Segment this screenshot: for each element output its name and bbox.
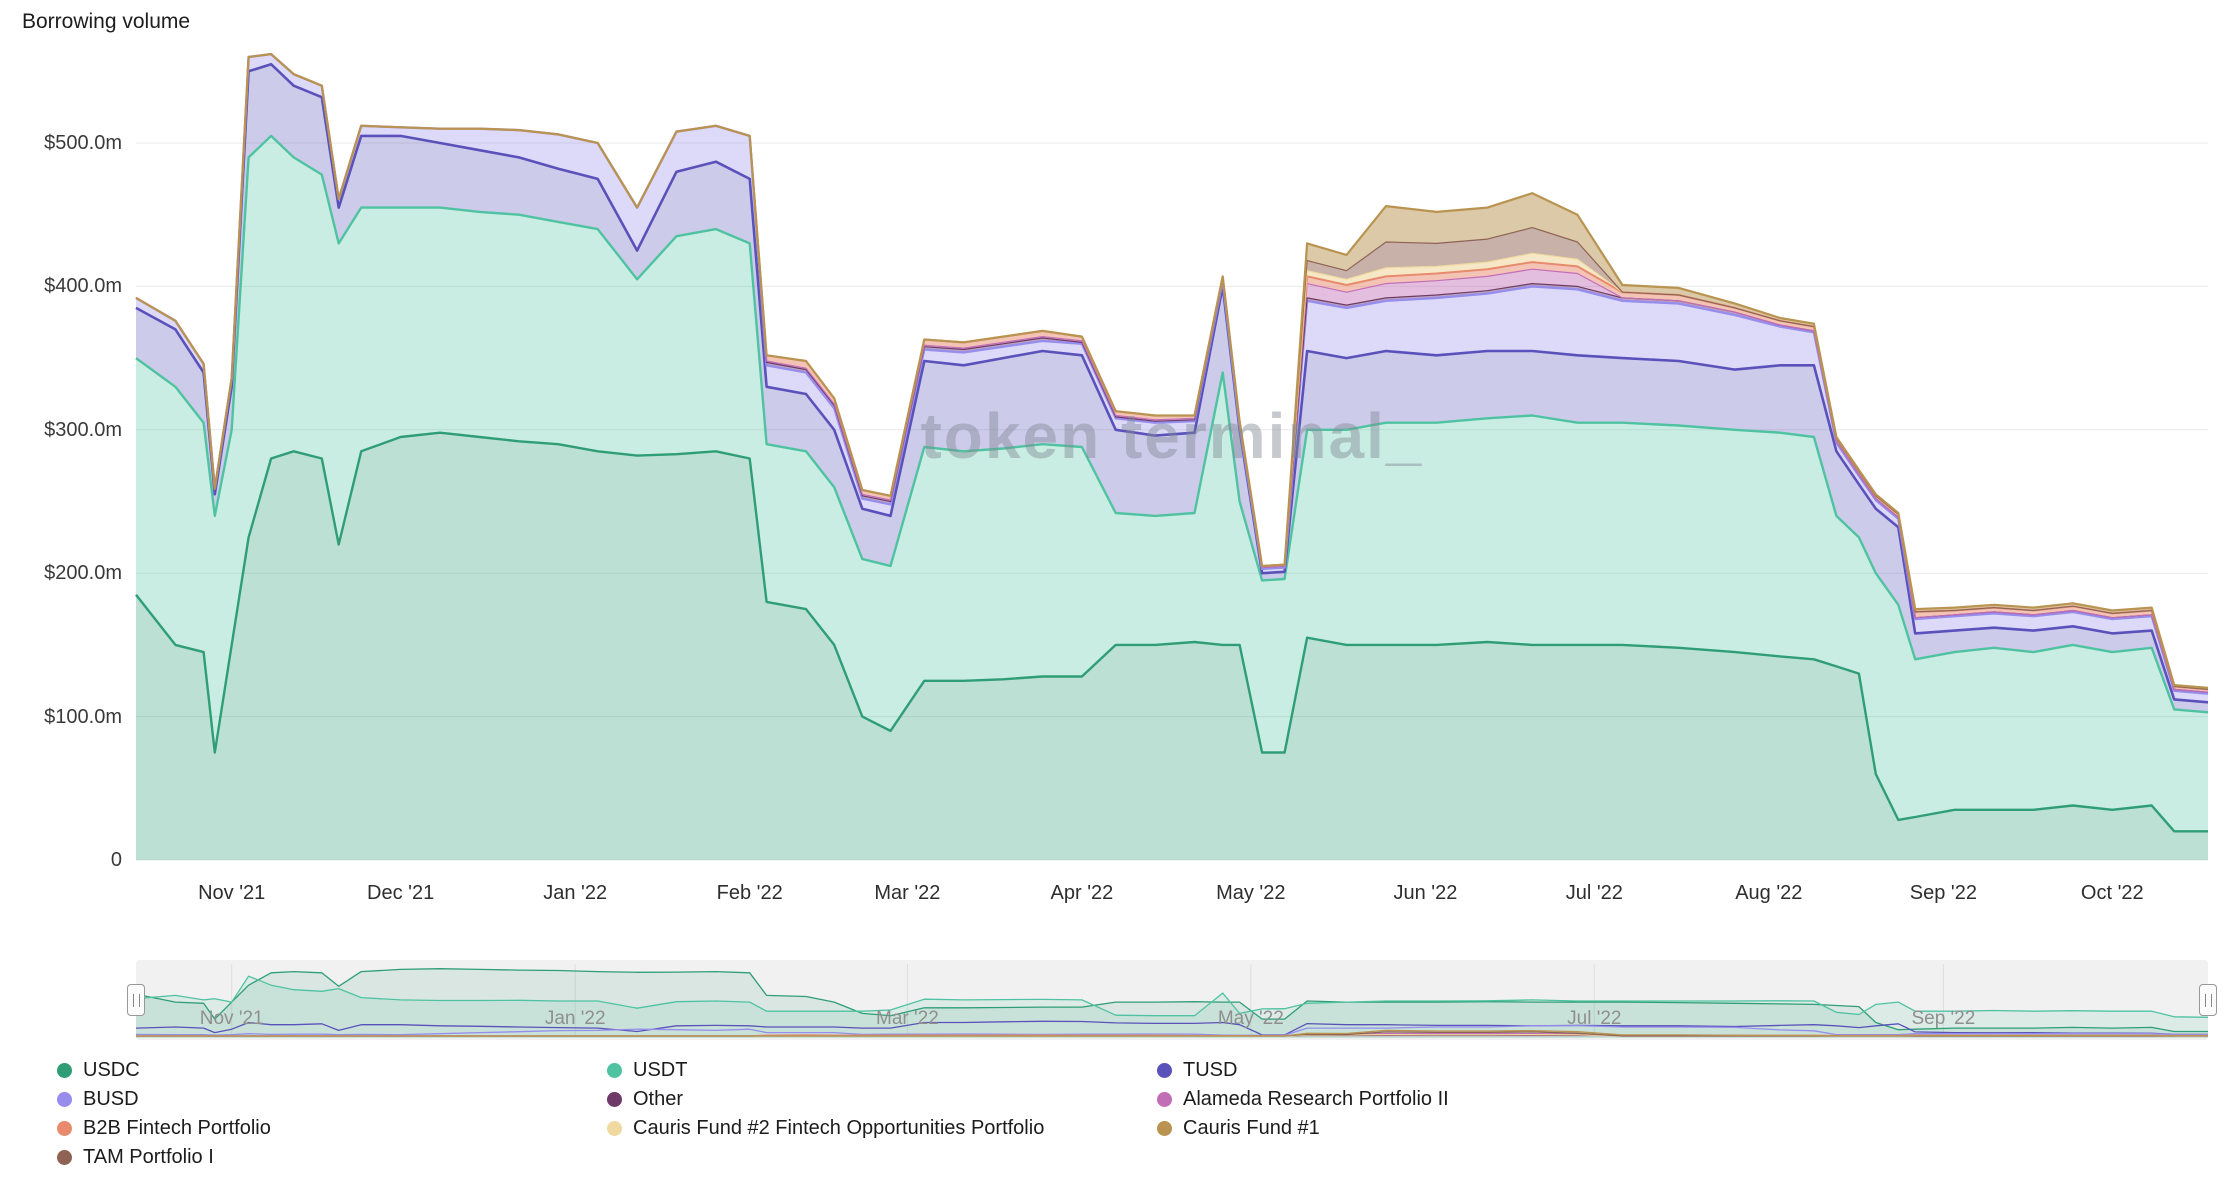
x-axis-label: May '22 [1216, 882, 1286, 904]
legend-item-tam-portfolio-i[interactable]: TAM Portfolio I [57, 1143, 607, 1171]
minimap-brush[interactable]: Nov '21 Jan '22 Mar '22 May '22 Jul '22 Sep '… [127, 960, 2217, 1040]
legend-label: Other [633, 1087, 684, 1110]
legend-label: B2B Fintech Portfolio [83, 1116, 271, 1139]
legend-item-b2b-fintech-portfolio[interactable]: B2B Fintech Portfolio [57, 1114, 607, 1142]
legend-label: TAM Portfolio I [83, 1145, 214, 1168]
chart-title: Borrowing volume [22, 10, 191, 33]
legend-item-cauris-fund-2-fintech-opportunities-portfolio[interactable]: Cauris Fund #2 Fintech Opportunities Por… [607, 1114, 1157, 1142]
legend-swatch-icon [1157, 1062, 1172, 1078]
main-chart[interactable]: token terminal_ [135, 52, 2209, 861]
x-axis-label: Jan '22 [543, 882, 608, 904]
minimap-axis-label: Jan '22 [544, 1008, 606, 1029]
minimap-axis-label: Sep '22 [1911, 1008, 1976, 1029]
legend-swatch-icon [57, 1062, 72, 1078]
stacked-area-plot[interactable] [135, 52, 2209, 861]
legend-swatch-icon [1157, 1120, 1172, 1136]
minimap-axis-label: Nov '21 [199, 1008, 264, 1029]
brush-handle-left[interactable] [127, 984, 145, 1016]
legend-item-other[interactable]: Other [607, 1085, 1157, 1113]
legend-swatch-icon [607, 1091, 622, 1107]
minimap-axis-label: May '22 [1217, 1008, 1284, 1029]
x-axis-label: Aug '22 [1735, 882, 1803, 904]
legend-swatch-icon [607, 1120, 622, 1136]
y-axis-label: $200.0m [44, 562, 122, 585]
minimap-plot [136, 964, 2208, 1038]
x-axis-label: Mar '22 [874, 882, 941, 904]
legend-label: Cauris Fund #2 Fintech Opportunities Por… [633, 1116, 1045, 1139]
legend-swatch-icon [57, 1149, 72, 1165]
grip-icon [2204, 993, 2212, 1007]
x-axis-label: Sep '22 [1909, 882, 1977, 904]
x-axis-label: Oct '22 [2080, 882, 2144, 904]
legend-item-usdt[interactable]: USDT [607, 1056, 1157, 1084]
legend-label: USDT [633, 1058, 688, 1081]
legend-item-usdc[interactable]: USDC [57, 1056, 607, 1084]
legend-label: BUSD [83, 1087, 139, 1110]
legend-swatch-icon [607, 1062, 622, 1078]
y-axis: 0 $100.0m $200.0m $300.0m $400.0m $500.0m [0, 57, 122, 871]
y-axis-label: 0 [110, 849, 122, 871]
legend-swatch-icon [57, 1091, 72, 1107]
y-axis-label: $400.0m [44, 275, 122, 298]
grip-icon [132, 993, 140, 1007]
legend-label: USDC [83, 1058, 140, 1081]
x-axis-label: Nov '21 [198, 882, 266, 904]
x-axis-label: Dec '21 [367, 882, 435, 904]
legend-item-tusd[interactable]: TUSD [1157, 1056, 1449, 1084]
legend: USDC USDT TUSD BUSD Other Alameda Research Po… [57, 1056, 1449, 1171]
legend-swatch-icon [1157, 1091, 1172, 1107]
y-axis-label: $100.0m [44, 705, 122, 728]
minimap-axis-label: Jul '22 [1567, 1008, 1622, 1029]
legend-item-busd[interactable]: BUSD [57, 1085, 607, 1113]
minimap-axis-label: Mar '22 [876, 1008, 939, 1029]
brush-handle-right[interactable] [2199, 984, 2217, 1016]
legend-label: Alameda Research Portfolio II [1183, 1087, 1449, 1110]
legend-item-alameda-research-portfolio-ii[interactable]: Alameda Research Portfolio II [1157, 1085, 1449, 1113]
legend-item-cauris-fund-1[interactable]: Cauris Fund #1 [1157, 1114, 1449, 1142]
x-axis-label: Feb '22 [716, 882, 783, 904]
x-axis: Nov '21 Dec '21 Jan '22 Feb '22 Mar '22 Apr '… [136, 882, 2208, 912]
x-axis-label: Jun '22 [1393, 882, 1458, 904]
y-axis-label: $500.0m [44, 132, 122, 155]
y-axis-label: $300.0m [44, 418, 122, 441]
x-axis-label: Apr '22 [1050, 882, 1114, 904]
legend-label: TUSD [1183, 1058, 1238, 1081]
legend-label: Cauris Fund #1 [1183, 1116, 1320, 1139]
legend-swatch-icon [57, 1120, 72, 1136]
x-axis-label: Jul '22 [1565, 882, 1623, 904]
